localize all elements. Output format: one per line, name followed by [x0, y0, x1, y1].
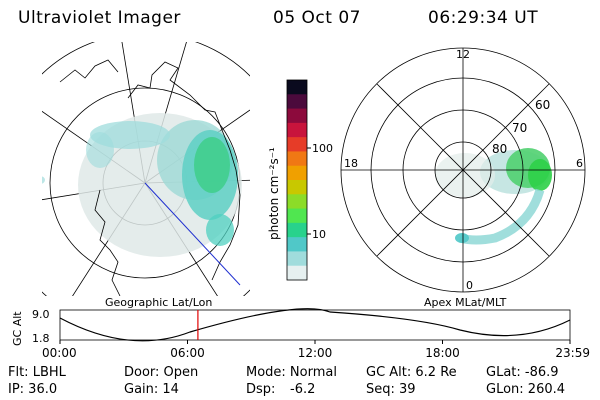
- colorbar-cell: [287, 222, 307, 238]
- colorbar-cell: [287, 94, 307, 110]
- mlt-label-6: 6: [576, 157, 583, 170]
- x-tick-label: 18:00: [425, 346, 460, 360]
- geographic-map: Geographic Lat/Lon: [42, 42, 250, 309]
- colorbar-cell: [287, 237, 307, 252]
- colorbar-cell: [287, 80, 307, 95]
- colorbar-unit-label: photon cm⁻²s⁻¹: [267, 147, 281, 240]
- x-tick-label: 06:00: [170, 346, 205, 360]
- gc-alt-timeline: 9.0 1.8 GC Alt 00:00 06:00 12:00 18:00 23:59: [11, 308, 590, 360]
- apex-polar-plot: 12 18 6 0 60 70 80 Apex MLat/MLT: [340, 47, 586, 309]
- colorbar: 100 10 photon cm⁻²s⁻¹: [267, 79, 333, 281]
- right-panel-caption: Apex MLat/MLT: [424, 296, 507, 309]
- colorbar-cell: [287, 137, 307, 152]
- colorbar-cell: [287, 151, 307, 167]
- y-tick-9: 9.0: [32, 308, 50, 321]
- glat-status: GLat: -86.9: [486, 365, 559, 380]
- mode-status: Mode: Normal: [246, 365, 337, 380]
- colorbar-cell: [287, 194, 307, 210]
- time-label: 06:29:34 UT: [428, 8, 539, 28]
- colorbar-cell: [287, 108, 307, 124]
- mlt-label-0: 0: [466, 279, 473, 292]
- lat-label-70: 70: [512, 121, 527, 135]
- filter-status: Flt: LBHL: [8, 365, 66, 380]
- dsp-value: -6.2: [290, 382, 316, 397]
- timeline-axis-label: GC Alt: [11, 311, 24, 346]
- instrument-title: Ultraviolet Imager: [18, 8, 181, 28]
- colorbar-tick-10: 10: [312, 228, 326, 241]
- lat-label-80: 80: [492, 142, 507, 156]
- colorbar-cell: [287, 208, 307, 224]
- colorbar-cell: [287, 165, 307, 181]
- colorbar-cell: [287, 251, 307, 267]
- mlt-label-12: 12: [456, 48, 470, 61]
- gc-alt-status: GC Alt: 6.2 Re: [366, 365, 457, 380]
- seq-status: Seq: 39: [366, 382, 416, 397]
- dsp-label: Dsp:: [246, 382, 276, 397]
- ip-status: IP: 36.0: [8, 382, 58, 397]
- x-tick-label: 12:00: [298, 346, 333, 360]
- left-panel-caption: Geographic Lat/Lon: [105, 296, 212, 309]
- colorbar-cell: [287, 122, 307, 138]
- date-label: 05 Oct 07: [273, 8, 361, 28]
- door-status: Door: Open: [124, 365, 199, 380]
- colorbar-tick-100: 100: [312, 142, 333, 155]
- y-tick-1-8: 1.8: [32, 332, 50, 345]
- lat-label-60: 60: [535, 98, 550, 112]
- gain-status: Gain: 14: [124, 382, 179, 397]
- mlt-label-18: 18: [344, 157, 358, 170]
- colorbar-cell: [287, 180, 307, 195]
- x-tick-label: 00:00: [42, 346, 77, 360]
- colorbar-cell: [287, 265, 307, 281]
- glon-status: GLon: 260.4: [486, 382, 566, 397]
- x-tick-label: 23:59: [555, 346, 590, 360]
